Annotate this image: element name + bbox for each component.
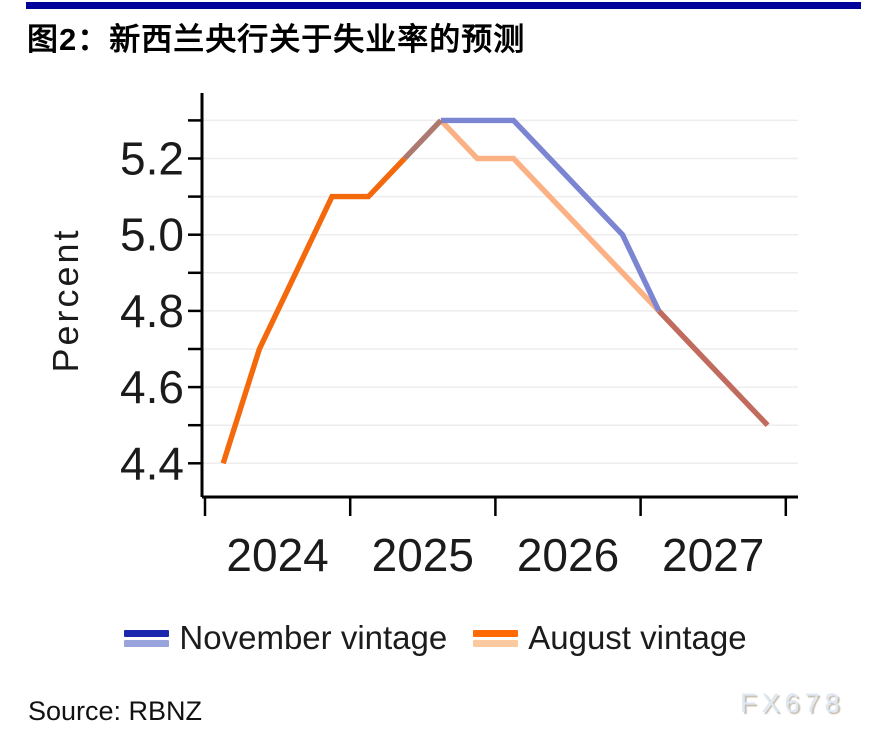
x-tick-label: 2026 bbox=[517, 529, 619, 581]
november-forecast-line bbox=[440, 117, 662, 313]
legend-label-august: August vintage bbox=[528, 619, 747, 656]
november-forecast-bar bbox=[124, 639, 170, 647]
august-swatch-icon bbox=[473, 629, 519, 647]
figure-title: 图2：新西兰央行关于失业率的预测 bbox=[27, 22, 526, 57]
legend-label-november: November vintage bbox=[179, 619, 448, 656]
november-swatch-icon bbox=[124, 629, 170, 647]
x-tick-label: 2027 bbox=[662, 529, 764, 581]
y-axis-title: Percent bbox=[45, 227, 86, 372]
august-forecast-line bbox=[438, 118, 661, 313]
chart-legend: November vintage August vintage bbox=[0, 612, 871, 664]
shared-history-line bbox=[220, 156, 407, 465]
y-tick-label: 4.4 bbox=[120, 437, 184, 489]
august-actual-bar bbox=[473, 629, 519, 637]
accent-bar bbox=[26, 2, 861, 9]
x-tick-label: 2024 bbox=[226, 529, 328, 581]
legend-item-august: August vintage bbox=[473, 619, 747, 657]
august-forecast-bar bbox=[473, 639, 519, 647]
x-tick-label: 2025 bbox=[372, 529, 474, 581]
legend-item-november: November vintage bbox=[124, 619, 447, 657]
shared-rise-overlap-line bbox=[402, 118, 443, 161]
y-tick-label: 4.8 bbox=[120, 285, 184, 337]
merged-tail-overlap-line bbox=[656, 309, 770, 428]
unemployment-forecast-chart: 5.2 5.0 4.8 4.6 4.4 2024 2025 2026 2027 Percent bbox=[45, 93, 798, 581]
source-note: Source: RBNZ bbox=[28, 696, 203, 726]
november-actual-bar bbox=[124, 629, 170, 637]
y-tick-label: 5.2 bbox=[120, 133, 184, 185]
y-tick-label: 4.6 bbox=[120, 361, 184, 413]
y-tick-label: 5.0 bbox=[120, 209, 184, 261]
fx678-watermark: FX678 bbox=[740, 688, 845, 718]
